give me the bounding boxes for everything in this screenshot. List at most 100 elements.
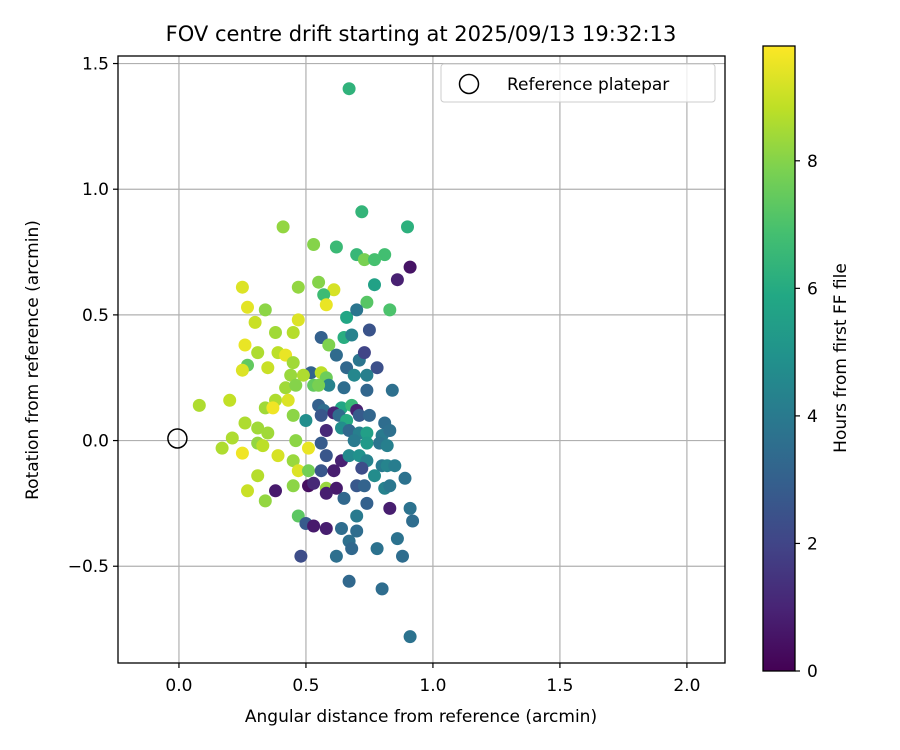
data-point	[251, 469, 265, 483]
data-point	[314, 408, 328, 422]
data-point	[329, 348, 343, 362]
x-tick-label: 1.0	[419, 676, 446, 696]
data-point	[357, 479, 371, 493]
data-point	[289, 378, 303, 392]
data-point	[223, 393, 237, 407]
data-point	[276, 220, 290, 234]
data-point	[329, 549, 343, 563]
colorbar: 0 2 4 6 8 Hours from first FF file	[762, 45, 851, 682]
data-point	[294, 549, 308, 563]
y-tick-label: 0.0	[82, 432, 109, 452]
data-point	[319, 424, 333, 437]
data-point	[385, 383, 399, 397]
data-point	[241, 300, 254, 314]
y-tick-label: 0.5	[82, 306, 109, 326]
data-point	[291, 464, 305, 478]
data-point	[390, 532, 404, 546]
data-point	[360, 295, 374, 309]
data-point	[337, 381, 351, 395]
data-point	[271, 449, 285, 463]
x-axis-ticks: 0.0 0.5 1.0 1.5 2.0	[165, 663, 700, 696]
data-point	[335, 522, 348, 535]
plot-frame	[117, 55, 726, 664]
data-point	[378, 248, 392, 262]
data-point	[286, 326, 300, 339]
data-point	[258, 303, 272, 317]
data-point	[398, 471, 412, 485]
data-point	[296, 368, 310, 382]
legend-label-reference-platepar: Reference platepar	[507, 75, 669, 95]
data-point	[345, 542, 359, 556]
data-point	[347, 434, 361, 448]
data-point	[319, 449, 333, 463]
data-point	[269, 326, 282, 339]
data-point	[256, 439, 270, 453]
data-point	[319, 486, 333, 500]
data-point	[396, 549, 409, 563]
data-point	[261, 426, 275, 440]
colorbar-gradient	[763, 46, 795, 671]
data-point	[350, 509, 364, 523]
data-point	[350, 524, 364, 538]
data-point	[388, 459, 402, 473]
legend: Reference platepar	[440, 63, 716, 103]
data-point	[362, 408, 376, 422]
data-point	[342, 449, 356, 463]
data-point	[286, 356, 300, 370]
data-point	[241, 484, 254, 498]
data-point	[269, 484, 282, 498]
data-point	[319, 522, 333, 535]
data-point	[329, 481, 343, 495]
data-point	[360, 436, 374, 450]
data-point	[403, 501, 417, 515]
data-point	[312, 378, 326, 392]
data-point	[329, 240, 343, 254]
colorbar-frame	[762, 45, 796, 672]
data-point	[302, 464, 315, 478]
y-axis-label: Rotation from reference (arcmin)	[23, 220, 43, 500]
data-point	[307, 238, 321, 251]
data-point	[314, 436, 328, 450]
data-point	[350, 303, 364, 317]
data-point	[342, 574, 356, 588]
data-point	[291, 313, 305, 327]
data-point	[319, 298, 333, 312]
data-point	[235, 446, 249, 460]
data-point	[248, 315, 262, 329]
data-point	[383, 303, 397, 317]
data-point	[284, 368, 298, 382]
reference-platepar-marker	[167, 428, 188, 449]
colorbar-tick-label: 4	[807, 407, 818, 427]
data-point	[342, 424, 356, 437]
data-point	[322, 338, 336, 352]
data-point	[322, 378, 336, 392]
data-point	[403, 630, 417, 644]
data-point	[307, 476, 321, 490]
data-point	[337, 491, 351, 505]
data-point	[258, 494, 272, 508]
data-point	[347, 368, 361, 382]
data-point	[406, 514, 420, 528]
data-point	[368, 278, 381, 292]
data-point	[383, 479, 397, 493]
x-axis-label: Angular distance from reference (arcmin)	[245, 707, 597, 727]
data-point	[291, 280, 305, 294]
scatter-points	[192, 82, 420, 644]
data-point	[225, 431, 239, 445]
data-point	[302, 441, 315, 455]
data-point	[286, 408, 300, 422]
legend-marker	[458, 73, 480, 95]
data-point	[251, 346, 265, 360]
data-point	[390, 273, 404, 287]
data-point	[317, 288, 331, 302]
data-point	[403, 260, 417, 274]
x-tick-label: 0.5	[292, 676, 319, 696]
data-point	[314, 464, 328, 478]
data-point	[286, 454, 300, 468]
data-point	[368, 253, 381, 267]
data-point	[261, 361, 275, 375]
data-point	[370, 361, 384, 375]
y-tick-label: −0.5	[68, 557, 109, 577]
data-point	[312, 275, 326, 289]
